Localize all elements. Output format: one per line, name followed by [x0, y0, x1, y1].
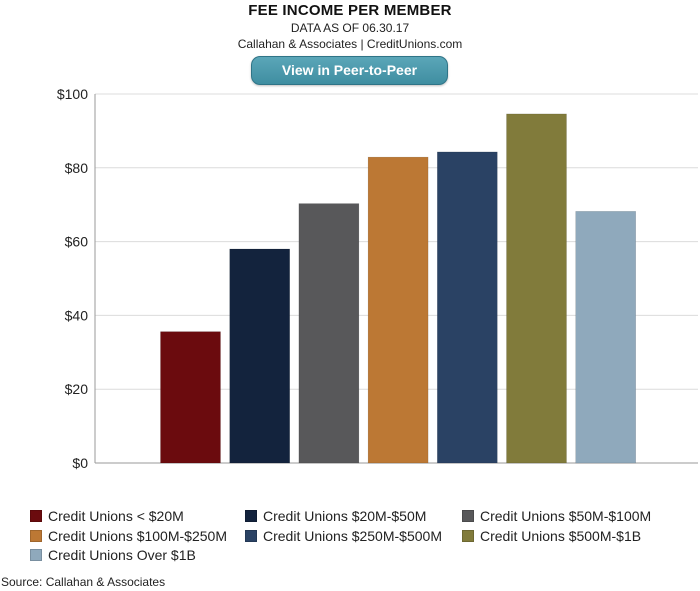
legend-swatch — [462, 529, 474, 542]
legend-item[interactable]: Credit Unions < $20M — [30, 507, 184, 525]
y-tick-label: $100 — [57, 86, 88, 102]
legend-label: Credit Unions $20M-$50M — [263, 508, 427, 524]
bar-2[interactable]: Credit Unions $20M-$50M: $58 — [229, 248, 290, 464]
y-tick-label: $60 — [65, 234, 89, 250]
bar-1[interactable]: Credit Unions < $20M: $35.6 — [160, 331, 221, 464]
bar-6[interactable]: Credit Unions $500M-$1B: $94.6 — [506, 113, 567, 464]
legend-item[interactable]: Credit Unions $250M-$500M — [245, 527, 442, 545]
legend-item[interactable]: Credit Unions $20M-$50M — [245, 507, 426, 525]
legend-label: Credit Unions < $20M — [48, 508, 184, 524]
legend-label: Credit Unions $50M-$100M — [480, 508, 652, 524]
bar-5[interactable]: Credit Unions $250M-$500M: $84.3 — [437, 151, 498, 464]
chart-title: FEE INCOME PER MEMBER — [248, 2, 452, 19]
legend-label: Credit Unions $250M-$500M — [263, 527, 442, 544]
legend-swatch — [462, 510, 474, 522]
legend-swatch — [30, 529, 42, 542]
legend-item[interactable]: Credit Unions $500M-$1B — [462, 527, 641, 545]
bar-7[interactable]: Credit Unions Over $1B: $68.2 — [575, 211, 636, 464]
source-note: Source: Callahan & Associates — [1, 575, 166, 589]
legend-swatch — [245, 510, 257, 522]
credit-line: Callahan & Associates | CreditUnions.com — [237, 37, 463, 51]
bar-3[interactable]: Credit Unions $50M-$100M: $70.3 — [298, 203, 360, 464]
bar-chart: $0 $20 $40 $60 $80 $100 Credit Unions < $20M: … — [57, 86, 698, 471]
legend-label: Credit Unions $500M-$1B — [480, 527, 642, 544]
legend-item[interactable]: Credit Unions Over $1B — [30, 546, 196, 564]
legend-swatch — [30, 549, 42, 561]
legend-item[interactable]: Credit Unions $50M-$100M — [462, 507, 651, 525]
legend-item[interactable]: Credit Unions $100M-$250M — [30, 527, 227, 545]
legend-label: Credit Unions $100M-$250M — [48, 527, 227, 544]
y-tick-label: $40 — [65, 307, 89, 323]
y-tick-label: $20 — [65, 381, 89, 397]
legend-swatch — [245, 529, 257, 542]
view-in-peer-to-peer-button[interactable]: View in Peer-to-Peer — [251, 56, 448, 85]
y-tick-label: $80 — [65, 160, 89, 176]
y-tick-label: $0 — [72, 455, 88, 471]
bar-4[interactable]: Credit Unions $100M-$250M: $82.9 — [367, 156, 429, 464]
data-date-subtitle: DATA AS OF 06.30.17 — [290, 21, 410, 35]
legend-label: Credit Unions Over $1B — [48, 547, 196, 563]
legend-swatch — [30, 510, 42, 522]
